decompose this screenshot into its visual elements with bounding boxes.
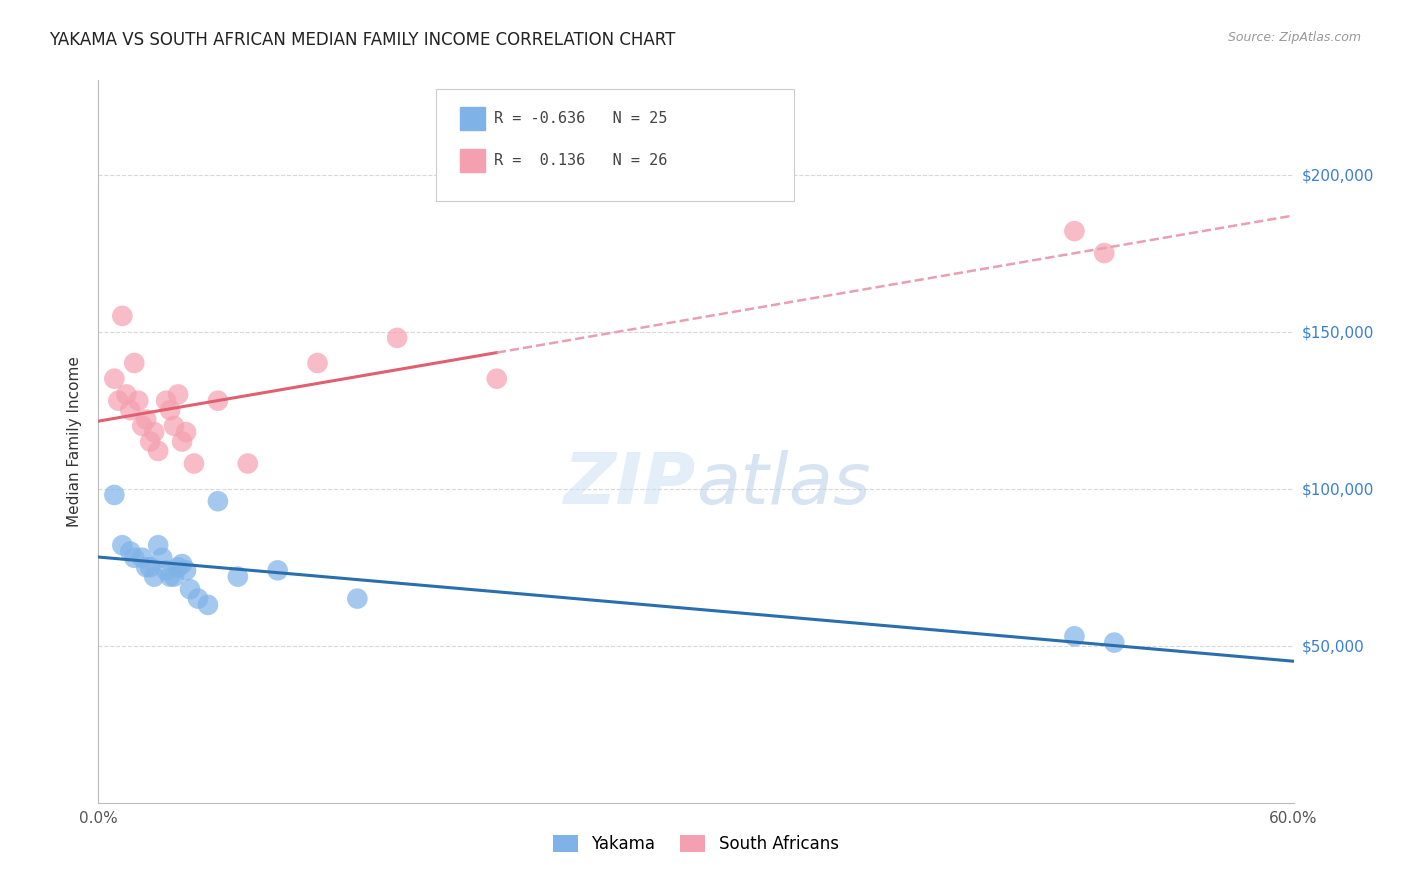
Point [187,591,209,606]
Point [207,393,229,408]
Point [148,538,170,552]
Point [148,444,170,458]
Point [124,550,146,565]
Text: R =  0.136   N = 26: R = 0.136 N = 26 [494,153,666,168]
Point [485,372,508,386]
Text: YAKAMA VS SOUTH AFRICAN MEDIAN FAMILY INCOME CORRELATION CHART: YAKAMA VS SOUTH AFRICAN MEDIAN FAMILY IN… [49,31,676,49]
Text: atlas: atlas [696,450,870,519]
Point [131,418,153,433]
Y-axis label: Median Family Income: Median Family Income [67,356,83,527]
Point [183,457,205,471]
Point [155,393,177,408]
Point [103,372,125,386]
Point [226,569,249,583]
Point [103,488,125,502]
Point [111,309,134,323]
Point [135,560,157,574]
Point [131,550,153,565]
Point [172,557,194,571]
Point [179,582,201,597]
Point [267,563,290,577]
Point [150,550,173,565]
Point [163,418,186,433]
Point [120,544,142,558]
Point [107,393,129,408]
Point [135,412,157,426]
Point [1104,635,1126,649]
Point [139,434,162,449]
Point [172,434,194,449]
Point [115,387,138,401]
Point [207,494,229,508]
Point [139,560,162,574]
Point [143,425,166,439]
Point [163,569,186,583]
Point [124,356,146,370]
Point [346,591,368,606]
Point [307,356,329,370]
Point [155,563,177,577]
Point [1092,246,1115,260]
Point [111,538,134,552]
Point [167,387,190,401]
Point [197,598,219,612]
Point [1063,629,1085,643]
Point [159,569,181,583]
Point [120,403,142,417]
Text: Source: ZipAtlas.com: Source: ZipAtlas.com [1227,31,1361,45]
Point [159,403,181,417]
Point [127,393,149,408]
Point [174,563,197,577]
Text: R = -0.636   N = 25: R = -0.636 N = 25 [494,112,666,126]
Point [236,457,259,471]
Point [143,569,166,583]
Text: ZIP: ZIP [564,450,696,519]
Point [167,560,190,574]
Legend: Yakama, South Africans: Yakama, South Africans [547,828,845,860]
Point [385,331,409,345]
Point [174,425,197,439]
Point [1063,224,1085,238]
